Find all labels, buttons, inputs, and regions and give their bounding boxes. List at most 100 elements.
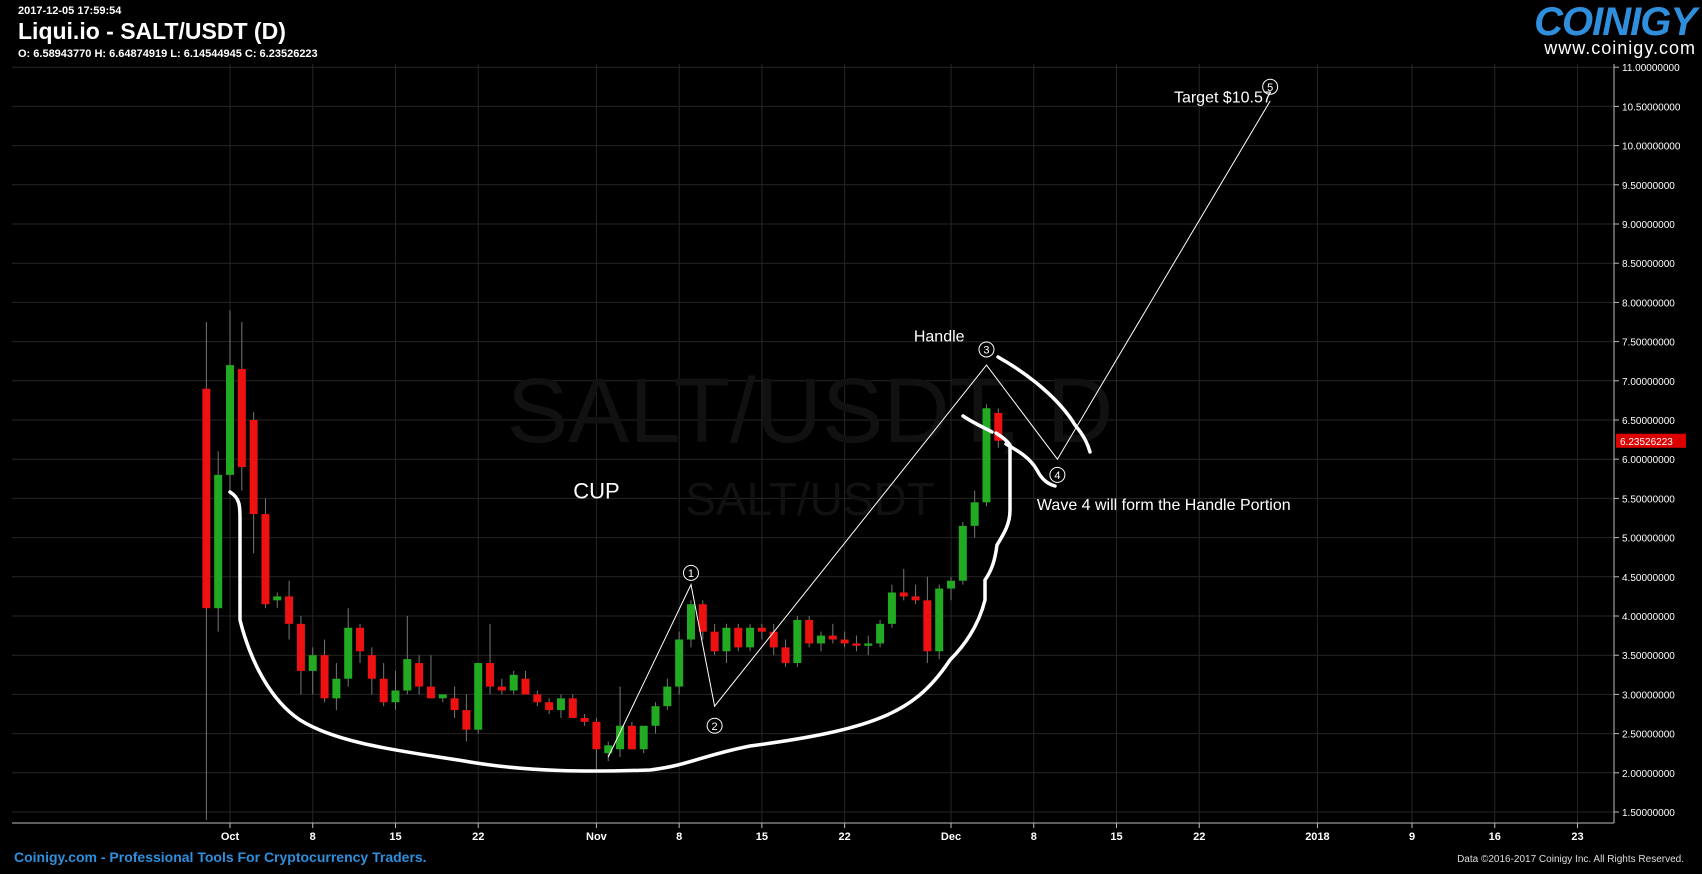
candle-up [226,365,234,475]
price-tick-label: 5.50000000 [1622,494,1675,505]
time-tick-label: 8 [1031,831,1037,843]
time-tick-label: 15 [756,831,768,843]
candle-up [332,678,341,699]
annotation-text: Wave 4 will form the Handle Portion [1037,497,1291,514]
candle-down [840,639,849,644]
candle-up [344,627,353,679]
candle-down [426,686,435,699]
candle-down [852,643,861,646]
candle-up [876,623,885,644]
wave-label-circle [682,564,699,581]
time-tick-label: 22 [839,831,851,843]
price-tick-label: 8.00000000 [1622,298,1675,309]
watermark-pair: SALT/USDT [685,473,935,525]
candle-down [899,592,908,597]
price-axis[interactable]: 1.50000000 2.00000000 2.50000000 3.00000000… [1613,63,1686,823]
timestamp: 2017-12-05 17:59:54 [18,5,122,17]
last-price-tag: 6.23526223 [1620,437,1673,448]
wave-label-circle [1049,466,1066,483]
candle-up [214,474,223,609]
candle-up [982,408,991,503]
candlestick-series [202,310,1003,820]
candle-up [793,619,802,664]
watermark-symbol: SALT/USDT, D [507,360,1114,462]
price-tick-label: 9.50000000 [1622,181,1675,192]
candle-up [958,525,967,581]
candle-down [462,710,471,730]
logo-brand: COINIGY [1534,0,1697,44]
wave-label-5: 5 [1267,82,1273,94]
candle-down [781,647,790,664]
candle-up [273,596,282,601]
candle-down [367,655,376,679]
cup-curve [228,431,1012,773]
ohlc-readout: O: 6.58943770 H: 6.64874919 L: 6.1454494… [18,48,318,60]
candle-down [627,725,636,750]
candle-up [675,639,684,687]
candle-up [686,604,695,640]
candle-up [604,745,613,754]
candle-down [202,388,211,609]
candle-down [923,600,932,652]
candle-down [237,369,246,468]
price-tick-label: 2.50000000 [1622,730,1675,741]
candle-up [474,663,483,730]
price-tick-label: 3.50000000 [1622,651,1675,662]
candle-up [639,725,648,750]
handle-lower-curve [1004,442,1057,488]
annotation-text: Handle [914,329,965,346]
wave-label-4: 4 [1054,470,1060,482]
price-tick-label: 2.00000000 [1622,769,1675,780]
price-tick-label: 9.00000000 [1622,220,1675,231]
time-tick-label: 22 [472,831,484,843]
time-tick-label: Oct [221,831,240,843]
candle-down [580,717,589,722]
candle-down [545,702,554,711]
candle-down [911,596,920,601]
candle-down [261,514,270,605]
candle-down [805,619,814,644]
price-tick-label: 10.50000000 [1622,102,1681,113]
candle-up [864,643,873,646]
time-tick-label: 8 [310,831,316,843]
candle-down [828,635,837,640]
candle-down [698,604,707,632]
candle-down [379,678,388,703]
price-tick-label: 5.00000000 [1622,534,1675,545]
footer-tagline-link[interactable]: Coinigy.com - Professional Tools For Cry… [14,849,427,865]
drawing-annotations: 1 2 3 4 5 CUP Handle Target $10.57 Wave 4 will f… [228,78,1291,773]
candle-down [415,663,424,687]
candle-down [710,631,719,652]
wave-label-circle [1262,78,1279,95]
candle-up [438,694,447,699]
candle-down [249,420,258,515]
time-tick-label: 15 [1110,831,1122,843]
candle-up [947,580,956,589]
candle-down [450,698,459,711]
candle-up [651,706,660,726]
wave-label-2: 2 [712,721,718,733]
coinigy-logo[interactable]: COINIGY www.coinigy.com [1534,0,1697,58]
wave-label-3: 3 [983,344,989,356]
time-tick-label: 15 [389,831,401,843]
candle-up [663,686,672,707]
candle-down [592,721,601,750]
elliott-wave-line [607,100,1271,758]
price-tick-label: 1.50000000 [1622,808,1675,819]
time-axis[interactable]: Oct 8 15 22 Nov 8 15 22 Dec 8 15 22 2018 9 16 23 [12,822,1614,843]
wave-label-1: 1 [688,568,694,580]
footer-copyright: Data ©2016-2017 Coinigy Inc. All Rights … [1457,854,1684,865]
price-tick-label: 3.00000000 [1622,690,1675,701]
wave-label-circle [706,717,723,734]
wave-label-circle [978,341,995,358]
candle-up [935,588,944,652]
candle-down [497,686,506,691]
price-tick-label: 7.00000000 [1622,377,1675,388]
price-tick-label: 11.00000000 [1622,63,1680,74]
candle-up [722,627,731,652]
candle-down [285,596,294,624]
logo-url: www.coinigy.com [1544,38,1696,58]
candle-down [568,698,577,718]
candle-down [757,627,766,632]
